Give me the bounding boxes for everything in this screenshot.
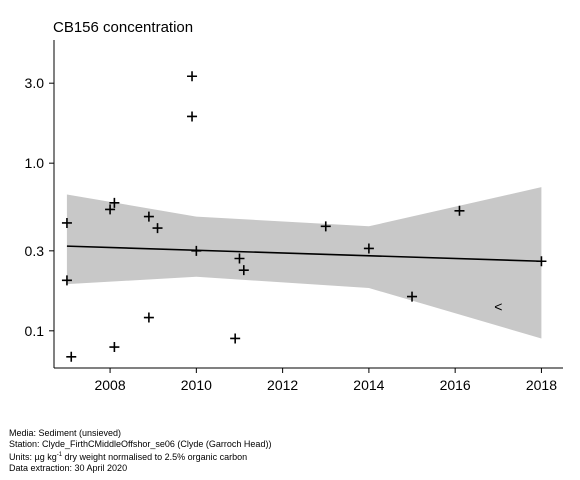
trend-line	[66, 245, 542, 263]
data-point	[143, 211, 154, 222]
x-tick-label: 2014	[353, 377, 384, 393]
less-than-point: <	[494, 298, 502, 314]
y-tick-label: 1.0	[25, 155, 45, 171]
data-point	[320, 221, 331, 232]
data-point	[238, 265, 249, 276]
y-tick-label: 0.3	[25, 243, 45, 259]
y-tick-label: 0.1	[25, 323, 45, 339]
footer-units-sup: -1	[56, 452, 63, 458]
data-point	[454, 205, 465, 216]
x-tick-label: 2008	[94, 377, 125, 393]
data-point	[66, 351, 77, 362]
data-point	[109, 342, 120, 353]
data-point	[143, 312, 154, 323]
x-tick-label: 2016	[440, 377, 471, 393]
footer-units-suffix: dry weight normalised to 2.5% organic ca…	[62, 452, 248, 462]
data-point	[536, 256, 547, 267]
footer: Media: Sediment (unsieved) Station: Clyd…	[9, 428, 271, 474]
data-point	[61, 217, 72, 228]
x-tick-label: 2018	[526, 377, 557, 393]
confidence-band	[66, 187, 542, 339]
footer-station: Station: Clyde_FirthCMiddleOffshor_se06 …	[9, 439, 272, 449]
data-point	[109, 197, 120, 208]
x-tick-label: 2010	[181, 377, 212, 393]
footer-units: Units: µg kg-1 dry weight normalised to …	[9, 450, 271, 463]
chart-plot: 0.1 0.3 1.0 3.0 2008 2010 2012 2014 2016 2018 <	[25, 40, 563, 393]
data-point	[187, 111, 198, 122]
data-point	[152, 223, 163, 234]
footer-media: Media: Sediment (unsieved)	[9, 428, 122, 438]
data-point	[234, 253, 245, 264]
data-point	[191, 245, 202, 256]
footer-extraction: Data extraction: 30 April 2020	[9, 463, 128, 473]
y-tick-label: 3.0	[25, 75, 45, 91]
data-point	[363, 243, 374, 254]
data-point	[407, 291, 418, 302]
footer-units-prefix: Units: µg kg	[9, 452, 57, 462]
data-point	[187, 71, 198, 82]
data-point	[61, 275, 72, 286]
data-point	[105, 204, 116, 215]
x-tick-label: 2012	[267, 377, 298, 393]
chart-title: CB156 concentration	[53, 19, 194, 36]
data-point	[230, 333, 241, 344]
